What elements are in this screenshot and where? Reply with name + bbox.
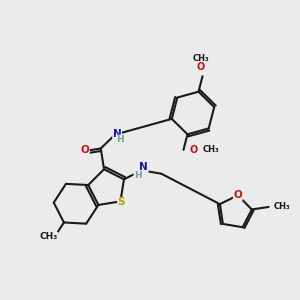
Text: H: H — [116, 135, 124, 144]
Text: N: N — [113, 129, 122, 139]
Text: CH₃: CH₃ — [274, 202, 290, 211]
Text: N: N — [140, 162, 148, 172]
Text: CH₃: CH₃ — [192, 54, 209, 63]
Text: S: S — [118, 197, 125, 207]
Text: O: O — [189, 145, 198, 155]
Text: O: O — [233, 190, 242, 200]
Text: CH₃: CH₃ — [202, 145, 219, 154]
Text: CH₃: CH₃ — [40, 232, 58, 241]
Text: O: O — [81, 145, 89, 155]
Text: H: H — [134, 171, 142, 180]
Text: O: O — [196, 62, 205, 72]
